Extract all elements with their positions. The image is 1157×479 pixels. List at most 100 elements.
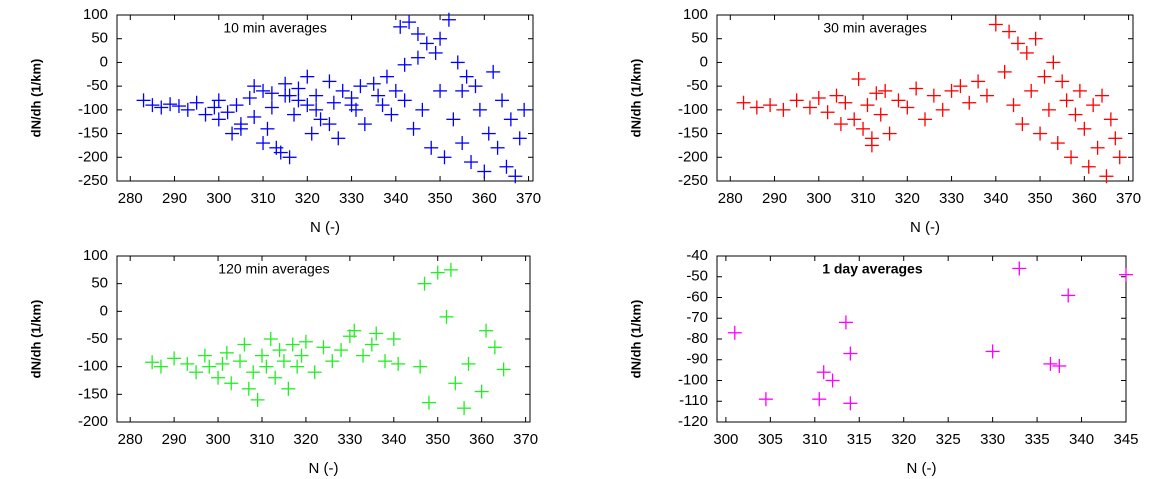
scatter-point bbox=[487, 340, 502, 355]
x-tick-label: 360 bbox=[1072, 190, 1097, 207]
scatter-point bbox=[503, 112, 518, 127]
scatter-point bbox=[820, 105, 835, 120]
plot-frame bbox=[116, 14, 534, 182]
scatter-point bbox=[233, 354, 248, 369]
scatter-point bbox=[335, 83, 350, 98]
scatter-point bbox=[864, 131, 879, 146]
scatter-point bbox=[838, 315, 853, 330]
y-tick-label: 0 bbox=[100, 302, 108, 319]
scatter-point bbox=[171, 99, 186, 114]
scatter-point bbox=[825, 373, 840, 388]
scatter-point bbox=[260, 121, 275, 136]
scatter-point bbox=[180, 356, 195, 371]
y-axis-label: dN/dh (1/km) bbox=[28, 300, 43, 379]
scatter-point bbox=[953, 79, 968, 94]
scatter-point bbox=[1002, 24, 1017, 39]
scatter-point bbox=[1064, 150, 1079, 165]
scatter-point bbox=[384, 107, 399, 122]
x-tick-label: 350 bbox=[428, 190, 453, 207]
scatter-point bbox=[369, 326, 384, 341]
scatter-point bbox=[479, 323, 494, 338]
scatter-point bbox=[816, 365, 831, 380]
scatter-point bbox=[727, 325, 742, 340]
scatter-point bbox=[461, 356, 476, 371]
scatter-point bbox=[189, 95, 204, 110]
scatter-point bbox=[417, 276, 432, 291]
scatter-point bbox=[290, 359, 305, 374]
scatter-point bbox=[278, 76, 293, 91]
scatter-point bbox=[197, 348, 212, 363]
scatter-point bbox=[391, 356, 406, 371]
scatter-point bbox=[851, 72, 866, 87]
scatter-point bbox=[219, 345, 234, 360]
scatter-point bbox=[237, 337, 252, 352]
scatter-point bbox=[512, 131, 527, 146]
scatter-point bbox=[410, 26, 425, 41]
scatter-point bbox=[136, 93, 151, 108]
scatter-point bbox=[1119, 267, 1133, 282]
x-tick-label: 345 bbox=[1113, 431, 1138, 448]
scatter-point bbox=[496, 362, 511, 377]
scatter-point bbox=[1050, 136, 1065, 151]
scatter-point bbox=[490, 140, 505, 155]
scatter-point bbox=[153, 359, 168, 374]
scatter-point bbox=[873, 107, 888, 122]
x-tick-label: 290 bbox=[162, 431, 187, 448]
scatter-point bbox=[1055, 74, 1070, 89]
scatter-point bbox=[388, 83, 403, 98]
x-tick-label: 310 bbox=[851, 190, 876, 207]
y-tick-label: 50 bbox=[91, 275, 108, 292]
scatter-point bbox=[1012, 261, 1027, 276]
y-tick-label: -250 bbox=[678, 172, 708, 189]
y-tick-label: 50 bbox=[91, 30, 108, 47]
scatter-point bbox=[254, 348, 269, 363]
x-tick-label: 330 bbox=[939, 190, 964, 207]
scatter-point bbox=[241, 381, 256, 396]
scatter-point bbox=[833, 117, 848, 132]
scatter-point bbox=[1090, 140, 1105, 155]
scatter-point bbox=[322, 74, 337, 89]
scatter-point bbox=[811, 91, 826, 105]
y-tick-label: -200 bbox=[678, 148, 708, 165]
annotation: 10 min averages bbox=[223, 20, 327, 36]
scatter-point bbox=[860, 98, 875, 113]
x-tick-label: 300 bbox=[806, 190, 831, 207]
scatter-point bbox=[481, 126, 496, 141]
scatter-point bbox=[264, 86, 279, 101]
scatter-point bbox=[282, 150, 297, 165]
scatter-point bbox=[979, 88, 994, 103]
scatter-point bbox=[1041, 102, 1056, 117]
scatter-point bbox=[1077, 121, 1092, 136]
scatter-point bbox=[344, 98, 359, 113]
scatter-point bbox=[375, 98, 390, 113]
scatter-point bbox=[259, 359, 274, 374]
annotation: 120 min averages bbox=[218, 261, 329, 277]
scatter-point bbox=[316, 340, 331, 355]
x-tick-label: 300 bbox=[713, 431, 738, 448]
scatter-point bbox=[242, 91, 257, 105]
scatter-point bbox=[450, 55, 465, 70]
x-tick-label: 320 bbox=[293, 431, 318, 448]
scatter-point bbox=[263, 332, 278, 346]
y-tick-label: -100 bbox=[78, 358, 108, 375]
scatter-point bbox=[856, 121, 871, 136]
scatter-point bbox=[517, 102, 532, 117]
scatter-point bbox=[202, 359, 217, 374]
scatter-point bbox=[433, 31, 448, 46]
scatter-point bbox=[356, 348, 371, 363]
scatter-point bbox=[378, 354, 393, 369]
scatter-point bbox=[247, 79, 262, 94]
scatter-point bbox=[443, 262, 458, 277]
scatter-point bbox=[309, 102, 324, 117]
y-tick-label: -50 bbox=[686, 268, 708, 285]
scatter-point bbox=[1006, 98, 1021, 113]
scatter-point bbox=[224, 376, 239, 391]
scatter-point bbox=[207, 100, 222, 115]
scatter-point bbox=[211, 93, 226, 108]
y-tick-label: -100 bbox=[678, 371, 708, 388]
scatter-point bbox=[1086, 98, 1101, 113]
x-tick-label: 320 bbox=[891, 431, 916, 448]
y-axis-label: dN/dh (1/km) bbox=[628, 300, 643, 379]
scatter-point bbox=[406, 121, 421, 136]
x-tick-label: 330 bbox=[337, 431, 362, 448]
